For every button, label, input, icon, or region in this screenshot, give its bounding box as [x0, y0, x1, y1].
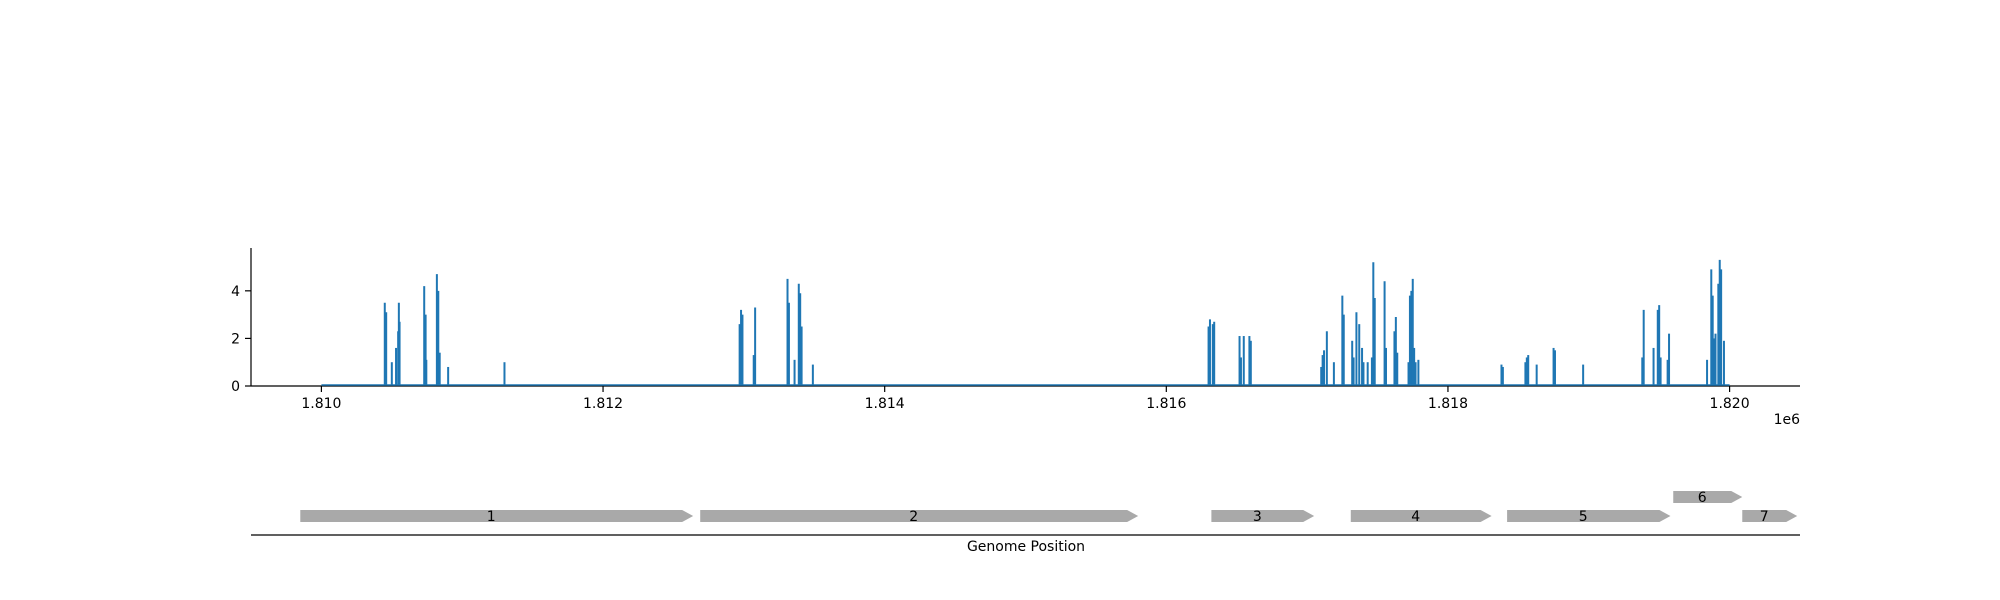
x-tick-label: 1.820 — [1710, 396, 1750, 412]
x-tick-label: 1.814 — [865, 396, 905, 412]
gene-arrow — [1742, 510, 1798, 522]
gene-arrow — [1350, 510, 1492, 522]
gene-label: 1 — [487, 509, 496, 525]
gene-arrow — [1211, 510, 1315, 522]
x-offset-label: 1e6 — [1774, 412, 1801, 428]
gene-label: 5 — [1579, 509, 1588, 525]
gene-track: 1 2 3 4 5 6 7 — [251, 490, 1800, 536]
x-tick-label: 1.816 — [1146, 396, 1186, 412]
gene-arrow — [700, 510, 1139, 522]
y-tick-label: 4 — [231, 284, 240, 300]
gene-label: 3 — [1253, 509, 1262, 525]
gene-label: 4 — [1411, 509, 1420, 525]
y-tick-label: 0 — [231, 379, 240, 395]
coverage-plot: 0 2 4 1.810 1.812 1.814 1.816 1.818 1.820 — [231, 248, 1800, 412]
x-tick-label: 1.812 — [583, 396, 623, 412]
gene-label: 6 — [1698, 490, 1707, 506]
y-tick-label: 2 — [231, 331, 240, 347]
gene-arrow — [1507, 510, 1671, 522]
track-x-axis-label: Genome Position — [967, 539, 1085, 555]
x-tick-label: 1.818 — [1428, 396, 1468, 412]
gene-arrow — [300, 510, 694, 522]
gene-label: 2 — [909, 509, 918, 525]
gene-arrow — [1673, 491, 1743, 503]
x-tick-label: 1.810 — [301, 396, 341, 412]
gene-label: 7 — [1760, 509, 1769, 525]
